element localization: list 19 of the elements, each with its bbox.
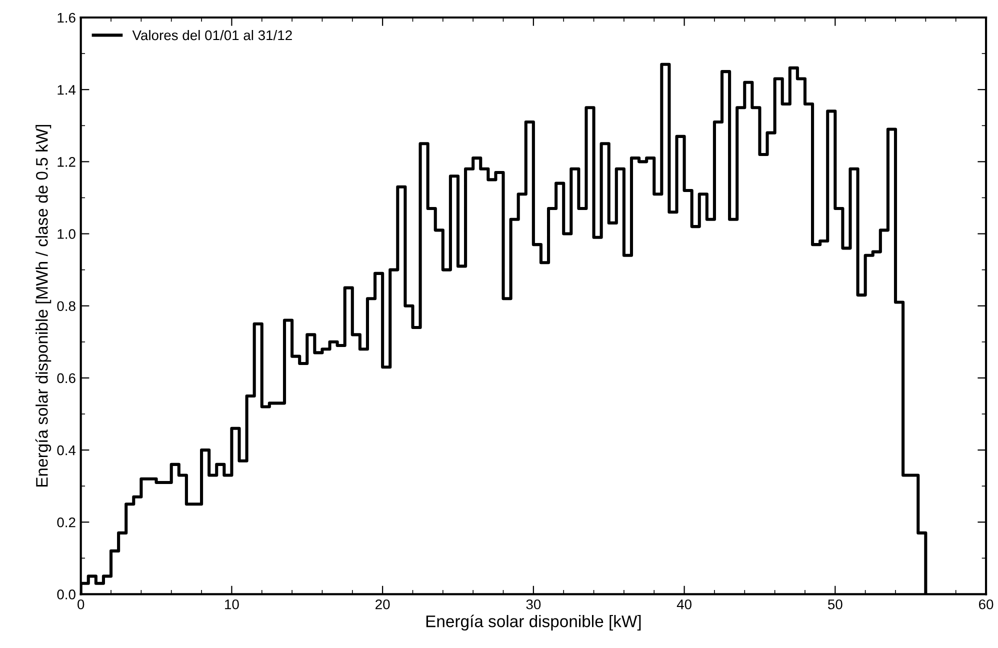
y-tick-label: 0.4 — [57, 445, 76, 456]
y-tick-label: 1.6 — [58, 12, 76, 23]
y-tick-label: 0.6 — [57, 373, 76, 384]
y-tick-label: 1.0 — [58, 229, 76, 239]
y-axis-title: Energía solar disponible [MWh / clase de 0.5 kW] — [35, 125, 52, 487]
y-tick-label: 1.4 — [58, 85, 76, 95]
x-tick-label: 20 — [376, 599, 390, 610]
x-tick-label: 40 — [676, 599, 692, 610]
x-tick-label: 10 — [225, 599, 239, 610]
y-tick-label: 0.2 — [57, 517, 76, 528]
x-tick-label: 30 — [526, 599, 541, 610]
y-tick-label: 0.0 — [57, 590, 76, 600]
x-tick-label: 0 — [78, 599, 84, 610]
y-tick-label: 0.8 — [57, 301, 76, 312]
x-tick-label: 50 — [828, 599, 842, 610]
x-axis-title: Energía solar disponible [kW] — [426, 614, 641, 631]
y-tick-label: 1.2 — [58, 157, 76, 167]
legend-label: Valores del 01/01 al 31/12 — [132, 30, 292, 40]
x-tick-label: 60 — [979, 599, 994, 610]
